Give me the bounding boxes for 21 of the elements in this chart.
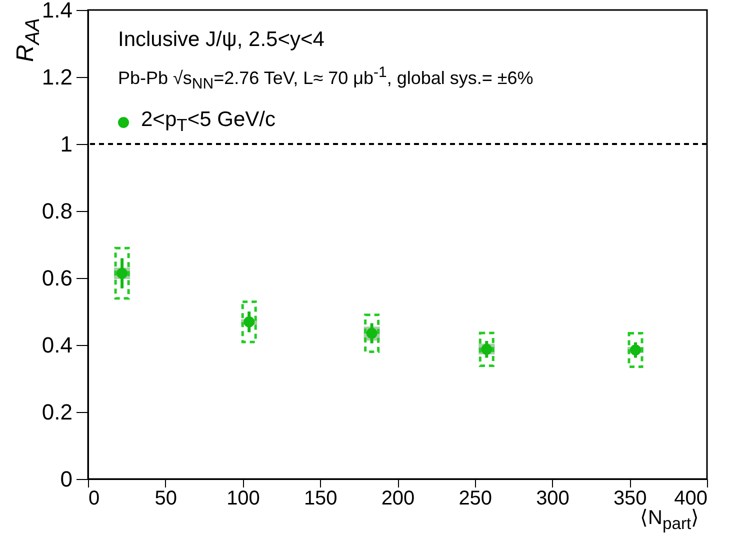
y-tick-label: 1.4 — [42, 0, 72, 22]
y-tick-label: 1.2 — [42, 64, 72, 90]
y-tick-label: 0.2 — [42, 400, 72, 424]
x-tick-label: 350 — [613, 488, 647, 510]
y-tick-label: 0.8 — [42, 198, 72, 224]
x-tick-label: 200 — [381, 488, 415, 510]
y-tick-label: 1 — [60, 132, 72, 156]
y-tick-label: 0 — [60, 466, 72, 492]
x-tick-label: 400 — [674, 488, 708, 510]
legend-label: 2<p$_{T}$<5 GeV/c — [141, 108, 276, 136]
x-tick-label: 250 — [458, 488, 492, 510]
x-tick-label: 100 — [226, 488, 260, 510]
y-tick-label: 0.6 — [42, 266, 72, 290]
annotation: Pb-Pb √s$_{NN}$=2.76 TeV, L≈ 70 μb$^{-1}$, global sys.= ±6% — [118, 64, 534, 93]
x-tick-label: 150 — [304, 488, 338, 510]
x-tick-label: 300 — [536, 488, 570, 510]
y-tick-label: 0.4 — [42, 332, 72, 358]
x-tick-label: 0 — [88, 488, 100, 510]
x-tick-label: 50 — [154, 488, 177, 510]
annotation: Inclusive J/ψ, 2.5<y<4 — [118, 28, 324, 52]
x-axis-title: ⟨N$_{part}$⟩ — [640, 507, 700, 534]
